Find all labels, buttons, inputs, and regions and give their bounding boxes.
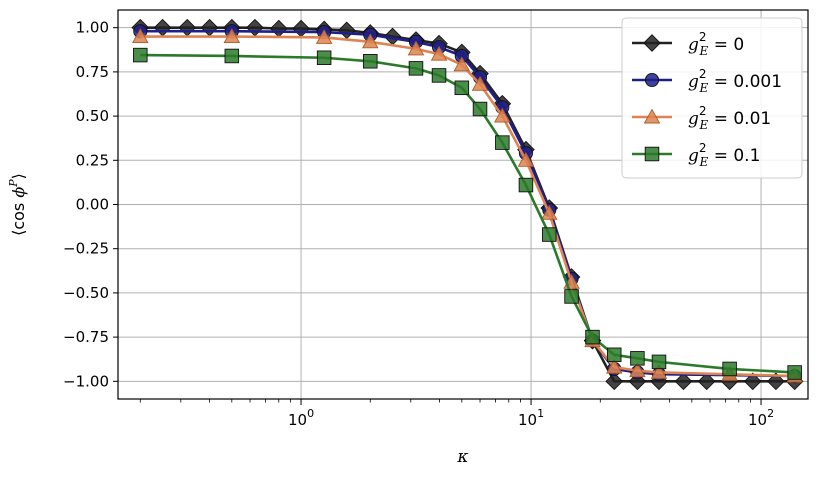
data-point bbox=[178, 18, 197, 37]
data-point bbox=[495, 135, 510, 150]
y-axis-label: ⟨cos ϕP⟩ bbox=[7, 173, 28, 236]
data-point bbox=[269, 19, 288, 38]
legend-box bbox=[621, 17, 803, 179]
data-point bbox=[246, 18, 264, 37]
legend-rest: = 0.1 bbox=[708, 146, 760, 166]
data-point bbox=[722, 361, 737, 377]
legend-sub: E bbox=[699, 118, 709, 132]
y-tick-label: 1.00 bbox=[76, 19, 109, 37]
y-label-phi: ϕ bbox=[9, 187, 28, 198]
data-point bbox=[517, 151, 535, 167]
data-point bbox=[407, 40, 425, 56]
data-point bbox=[200, 18, 219, 37]
data-point bbox=[133, 47, 148, 63]
x-tick-label-base: 10 bbox=[288, 411, 307, 429]
data-point bbox=[743, 372, 762, 391]
y-tick-label: −0.25 bbox=[63, 240, 109, 258]
legend-sup: 2 bbox=[699, 104, 707, 118]
legend-marker bbox=[644, 72, 660, 88]
y-tick-label: −1.00 bbox=[63, 372, 109, 390]
legend-sup: 2 bbox=[699, 30, 707, 44]
data-point bbox=[650, 364, 668, 379]
x-axis-ticks: 100 101 102 bbox=[139, 399, 774, 429]
x-tick-label-exponent: 0 bbox=[307, 407, 314, 420]
data-point bbox=[605, 358, 623, 374]
legend-var: g bbox=[688, 72, 699, 92]
x-tick-label: 100 bbox=[288, 407, 314, 429]
data-point bbox=[787, 365, 802, 380]
y-label-main: ⟨cos bbox=[9, 198, 28, 236]
data-point bbox=[471, 75, 489, 91]
data-point bbox=[132, 28, 149, 43]
data-point bbox=[337, 21, 356, 40]
data-point bbox=[697, 372, 716, 391]
data-point bbox=[630, 351, 645, 366]
data-point bbox=[585, 329, 600, 345]
x-tick-label-exponent: 1 bbox=[537, 407, 544, 420]
data-point bbox=[767, 372, 785, 391]
y-tick-label: 0.25 bbox=[76, 151, 109, 169]
legend-entry-0: g2 E = 0 bbox=[688, 30, 744, 58]
data-point bbox=[518, 177, 534, 193]
data-point bbox=[431, 68, 447, 83]
data-point bbox=[606, 347, 622, 363]
y-tick-label: 0.50 bbox=[76, 107, 109, 125]
data-point bbox=[292, 19, 310, 38]
legend-var: g bbox=[688, 35, 699, 55]
x-tick-label-base: 10 bbox=[748, 411, 767, 429]
x-tick-label-exponent: 2 bbox=[767, 407, 774, 420]
series-3 bbox=[133, 47, 802, 380]
y-tick-label: 0.75 bbox=[76, 63, 109, 81]
legend-sup: 2 bbox=[699, 67, 707, 81]
data-point bbox=[315, 28, 333, 44]
legend-sub: E bbox=[699, 81, 709, 95]
data-point bbox=[542, 227, 557, 242]
y-axis-ticks: 1.00 0.75 0.50 0.25 0.00 −0.25 −0.50 −0.75 −1.00 bbox=[63, 19, 118, 390]
data-point bbox=[629, 362, 646, 378]
legend-sub: E bbox=[699, 44, 709, 58]
legend-rest: = 0 bbox=[708, 35, 744, 55]
data-point bbox=[674, 372, 693, 391]
data-point bbox=[362, 33, 379, 49]
x-tick-label-base: 10 bbox=[518, 411, 537, 429]
data-point bbox=[453, 56, 471, 72]
data-point bbox=[316, 50, 332, 65]
y-tick-label: −0.50 bbox=[63, 284, 109, 302]
plot-series bbox=[131, 18, 804, 391]
legend-marker bbox=[643, 34, 661, 52]
data-point bbox=[494, 107, 511, 123]
x-tick-label: 102 bbox=[748, 407, 774, 429]
legend-var: g bbox=[688, 146, 699, 166]
legend-var: g bbox=[688, 109, 699, 129]
data-point bbox=[223, 28, 241, 43]
data-point bbox=[472, 101, 488, 117]
legend-entry-3: g2 E = 0.1 bbox=[688, 141, 760, 169]
data-point bbox=[408, 61, 424, 76]
y-tick-label: −0.75 bbox=[63, 328, 109, 346]
legend-sup: 2 bbox=[699, 141, 707, 155]
data-point bbox=[605, 372, 624, 391]
y-tick-label: 0.00 bbox=[76, 196, 109, 214]
data-point bbox=[651, 354, 667, 370]
x-axis-label: κ bbox=[456, 447, 468, 467]
legend-rest: = 0.01 bbox=[708, 109, 771, 129]
legend-entry-2: g2 E = 0.01 bbox=[688, 104, 771, 132]
y-label-sup: P bbox=[7, 179, 20, 188]
data-point bbox=[564, 289, 579, 304]
data-point bbox=[540, 204, 558, 220]
data-point bbox=[454, 80, 470, 96]
legend-rest: = 0.001 bbox=[708, 72, 782, 92]
legend-sub: E bbox=[699, 155, 709, 169]
x-tick-label: 101 bbox=[518, 407, 544, 429]
legend-marker bbox=[644, 146, 660, 162]
y-label-close: ⟩ bbox=[9, 173, 28, 179]
legend-marker bbox=[643, 108, 661, 124]
data-point bbox=[363, 54, 378, 69]
legend-entry-1: g2 E = 0.001 bbox=[688, 67, 782, 95]
data-point bbox=[224, 48, 240, 64]
data-point bbox=[430, 45, 448, 61]
data-point bbox=[153, 18, 172, 37]
